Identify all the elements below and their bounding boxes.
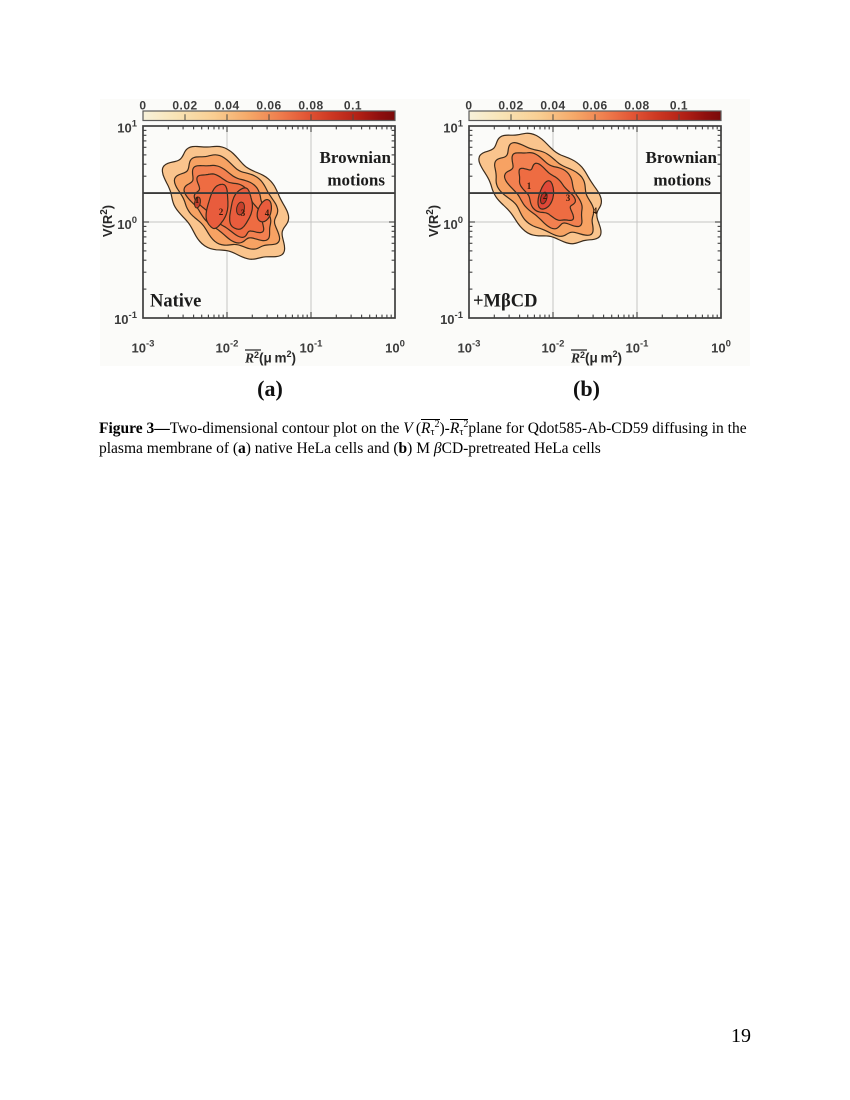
svg-text:101: 101	[117, 119, 137, 136]
svg-text:10-3: 10-3	[458, 339, 481, 356]
svg-text:4: 4	[265, 208, 270, 218]
svg-text:V(R2): V(R2)	[425, 205, 441, 237]
svg-text:Native: Native	[150, 292, 201, 312]
svg-text:0: 0	[465, 99, 472, 113]
svg-text:0.08: 0.08	[298, 99, 323, 113]
svg-text:Brownian: Brownian	[320, 148, 392, 167]
svg-text:3: 3	[566, 193, 571, 203]
svg-text:10-1: 10-1	[300, 339, 324, 356]
svg-text:100: 100	[443, 215, 463, 232]
svg-text:motions: motions	[653, 171, 711, 190]
svg-text:10-2: 10-2	[216, 339, 239, 356]
svg-text:(a): (a)	[257, 376, 283, 401]
svg-text:101: 101	[443, 119, 463, 136]
svg-text:0.1: 0.1	[670, 99, 688, 113]
svg-text:10-2: 10-2	[542, 339, 565, 356]
svg-text:0.02: 0.02	[172, 99, 197, 113]
svg-text:0.08: 0.08	[624, 99, 649, 113]
svg-text:100: 100	[117, 215, 137, 232]
svg-text:0.1: 0.1	[344, 99, 362, 113]
svg-text:4: 4	[593, 206, 598, 216]
svg-text:1: 1	[195, 195, 200, 205]
svg-text:motions: motions	[327, 171, 385, 190]
svg-text:0: 0	[139, 99, 146, 113]
svg-text:10-1: 10-1	[626, 339, 650, 356]
svg-text:R2(μ m2): R2(μ m2)	[244, 349, 296, 366]
svg-text:0.06: 0.06	[582, 99, 607, 113]
svg-text:2: 2	[219, 207, 224, 217]
svg-text:R2(μ m2): R2(μ m2)	[570, 349, 622, 366]
svg-text:Brownian: Brownian	[646, 148, 718, 167]
svg-text:0.02: 0.02	[498, 99, 523, 113]
svg-text:0.06: 0.06	[256, 99, 281, 113]
svg-text:10-1: 10-1	[440, 310, 464, 327]
svg-text:10-1: 10-1	[114, 310, 138, 327]
svg-text:(b): (b)	[573, 376, 600, 401]
svg-text:3: 3	[241, 208, 246, 218]
svg-text:0.04: 0.04	[540, 99, 565, 113]
svg-text:1: 1	[527, 181, 532, 191]
svg-text:2: 2	[543, 191, 548, 201]
svg-text:0.04: 0.04	[214, 99, 239, 113]
svg-text:10-3: 10-3	[132, 339, 155, 356]
svg-text:+MβCD: +MβCD	[473, 292, 537, 312]
svg-text:100: 100	[385, 339, 405, 356]
svg-text:V(R2): V(R2)	[100, 205, 115, 237]
svg-text:100: 100	[711, 339, 731, 356]
